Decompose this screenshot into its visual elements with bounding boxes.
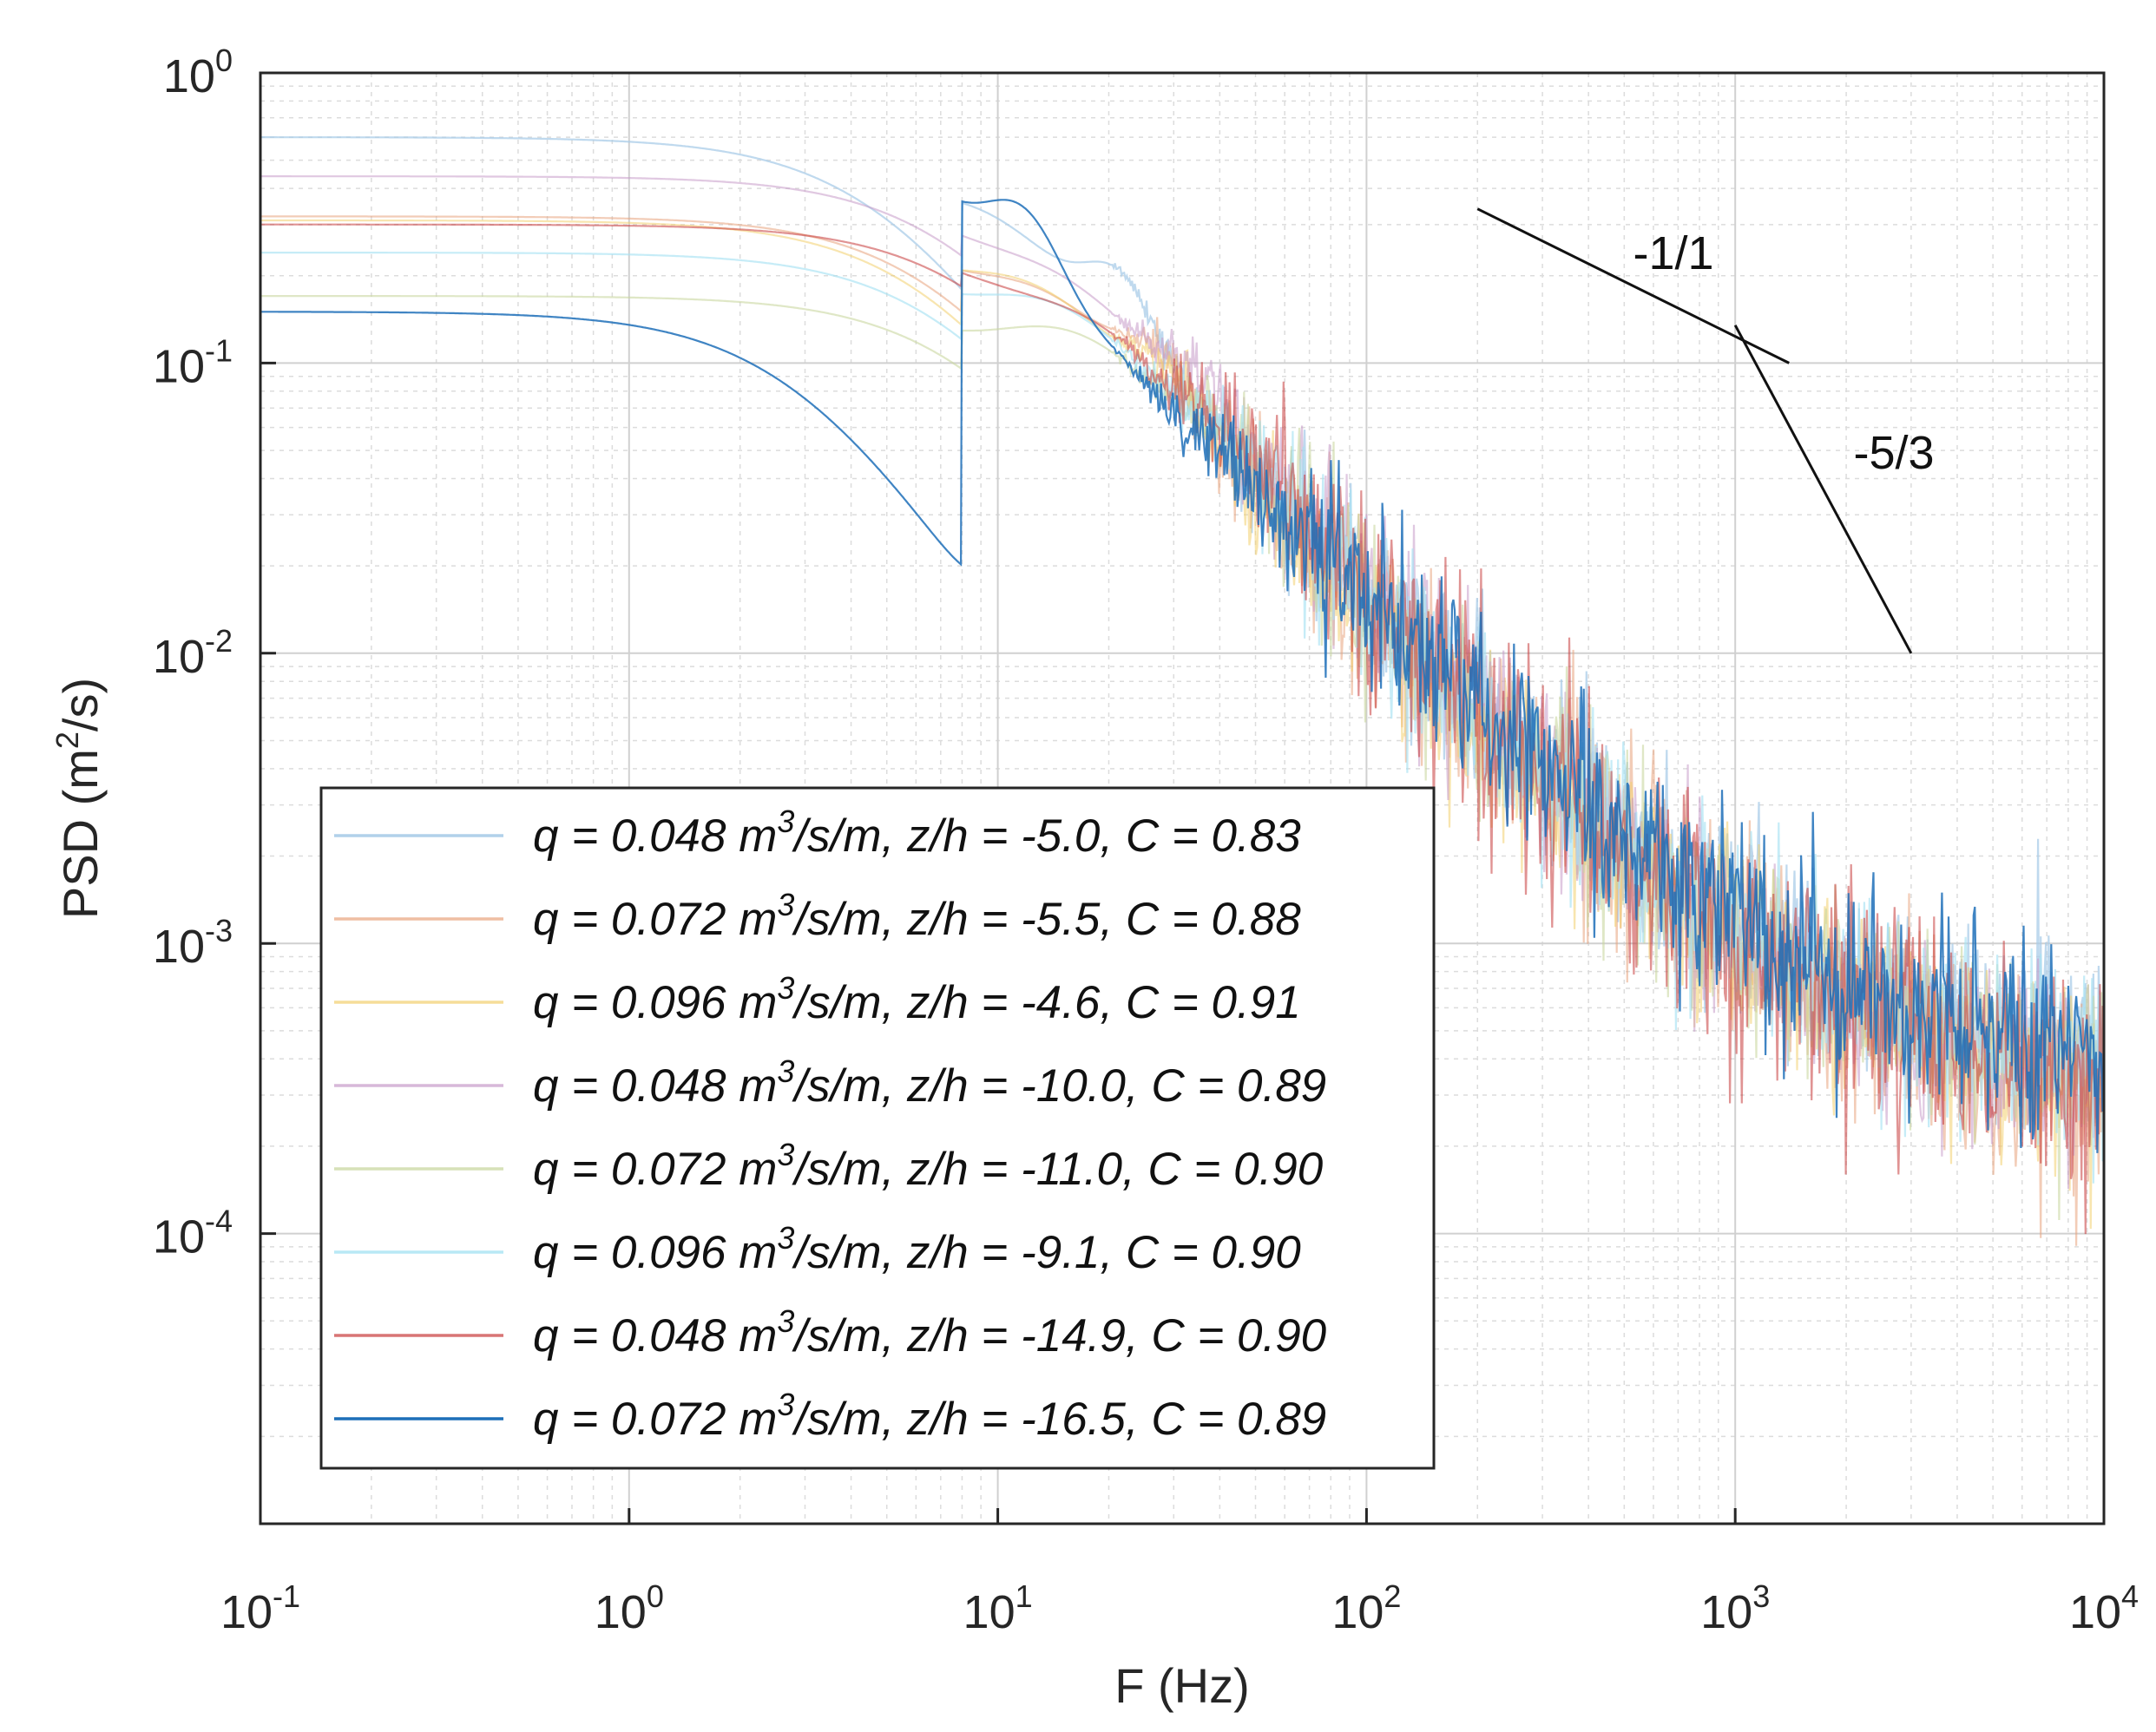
- x-tick-label: 100: [595, 1578, 664, 1638]
- y-tick-label: 10-2: [153, 623, 233, 683]
- y-tick-label: 10-3: [153, 913, 233, 973]
- legend-entry-label: q = 0.072 m3/s/m, z/h = -5.5, C = 0.88: [533, 887, 1301, 945]
- x-axis-label: F (Hz): [1114, 1658, 1250, 1713]
- axes-box: [259, 71, 2106, 1525]
- legend-box: [319, 786, 1436, 1470]
- reference-slope-line: [1733, 325, 1913, 654]
- y-axis-ticks: 100 10-1 10-2 10-3 10-4: [153, 43, 276, 1263]
- data-series: [260, 136, 2106, 1246]
- series-line: [260, 223, 2106, 1235]
- x-tick-label: 101: [963, 1578, 1033, 1638]
- reference-slopes: -1/1 -5/3: [1476, 207, 1935, 654]
- legend-entry-label: q = 0.048 m3/s/m, z/h = -10.0, C = 0.89: [533, 1053, 1326, 1112]
- legend-entry-label: q = 0.072 m3/s/m, z/h = -11.0, C = 0.90: [533, 1137, 1324, 1195]
- legend-entry-label: q = 0.048 m3/s/m, z/h = -5.0, C = 0.83: [533, 804, 1301, 862]
- y-tick-label: 10-4: [153, 1204, 233, 1263]
- x-tick-label: 104: [2069, 1578, 2139, 1638]
- legend-entry-label: q = 0.096 m3/s/m, z/h = -9.1, C = 0.90: [533, 1220, 1301, 1278]
- slope-label-minus-one: -1/1: [1633, 227, 1713, 279]
- legend-entry-label: q = 0.096 m3/s/m, z/h = -4.6, C = 0.91: [533, 970, 1301, 1028]
- y-axis-label: PSD (m2/s): [49, 678, 108, 919]
- legend-entry-label: q = 0.072 m3/s/m, z/h = -16.5, C = 0.89: [533, 1387, 1326, 1445]
- slope-label-minus-five-thirds: -5/3: [1853, 427, 1934, 479]
- x-axis-ticks: 10-1 100 101 102 103 104: [220, 1508, 2139, 1638]
- x-tick-label: 103: [1700, 1578, 1770, 1638]
- x-tick-label: 10-1: [220, 1578, 300, 1638]
- legend: q = 0.048 m3/s/m, z/h = -5.0, C = 0.83 q …: [319, 786, 1436, 1470]
- series-line: [260, 199, 2106, 1153]
- legend-entry-label: q = 0.048 m3/s/m, z/h = -14.9, C = 0.90: [533, 1303, 1327, 1361]
- reference-slope-line: [1476, 207, 1790, 364]
- x-tick-label: 102: [1331, 1578, 1401, 1638]
- y-tick-label: 10-1: [153, 332, 233, 392]
- y-tick-label: 100: [163, 43, 233, 102]
